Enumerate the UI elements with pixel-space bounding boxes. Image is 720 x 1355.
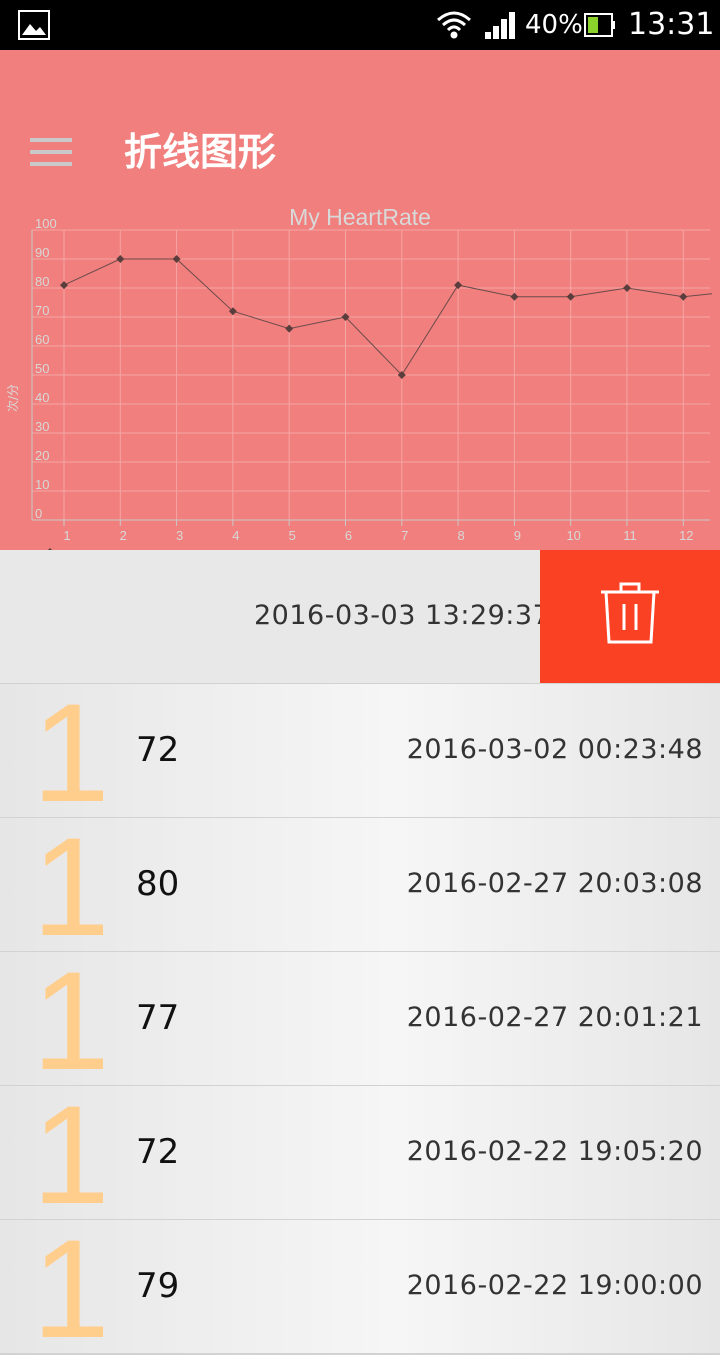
y-tick-label: 60 <box>35 332 49 347</box>
y-tick-label: 90 <box>35 245 49 260</box>
data-point <box>566 292 575 301</box>
data-point <box>454 281 463 290</box>
data-point <box>116 255 125 263</box>
y-tick-label: 50 <box>35 361 49 376</box>
battery-icon <box>584 13 615 37</box>
y-tick-label: 10 <box>35 477 49 492</box>
record-row[interactable]: 1 80 2016-02-27 20:03:08 <box>0 818 720 953</box>
x-tick-label: 5 <box>289 528 296 543</box>
hamburger-menu-icon[interactable] <box>30 138 72 166</box>
x-tick-label: 12 <box>679 528 693 543</box>
record-time: 2016-02-22 19:05:20 <box>406 1136 703 1167</box>
x-tick-label: 2 <box>120 528 127 543</box>
heart-rate-value: 77 <box>136 998 180 1038</box>
clock: 13:31 <box>628 7 715 42</box>
chart-y-axis-label: 次/分 <box>6 384 20 412</box>
x-tick-label: 9 <box>514 528 521 543</box>
delete-button[interactable] <box>540 550 720 683</box>
record-time: 2016-02-27 20:01:21 <box>406 1002 703 1033</box>
image-notification-icon <box>18 10 50 40</box>
y-tick-label: 100 <box>35 216 57 231</box>
x-tick-label: 10 <box>566 528 580 543</box>
data-point <box>60 281 68 290</box>
record-index-digit: 1 <box>32 684 110 819</box>
record-row[interactable]: 1 77 2016-02-27 20:01:21 <box>0 952 720 1087</box>
y-tick-label: 0 <box>35 506 42 521</box>
heart-rate-value: 79 <box>136 1266 180 1306</box>
data-point <box>172 255 181 263</box>
y-tick-label: 40 <box>35 390 49 405</box>
record-row[interactable]: 1 72 2016-03-02 00:23:48 <box>0 684 720 819</box>
status-bar: 40% 13:31 <box>0 0 720 50</box>
record-time: 2016-03-03 13:29:37 <box>254 600 551 631</box>
battery-percent: 40% <box>525 10 583 40</box>
record-time: 2016-02-27 20:03:08 <box>406 868 703 899</box>
trash-icon <box>601 582 659 644</box>
x-tick-label: 4 <box>232 528 239 543</box>
data-point <box>623 284 631 292</box>
signal-icon <box>485 12 515 39</box>
record-row[interactable]: 1 72 2016-02-22 19:05:20 <box>0 1086 720 1221</box>
data-point <box>228 307 237 316</box>
record-index-digit: 1 <box>32 1086 110 1221</box>
record-index-digit: 1 <box>32 818 110 953</box>
data-point <box>679 292 688 301</box>
page-title: 折线图形 <box>124 130 277 174</box>
heart-rate-chart: My HeartRate 次/分 0 10 20 30 40 50 60 70 80 90 100 1… <box>6 204 713 556</box>
heart-rate-value: 72 <box>136 1132 180 1172</box>
record-index-digit: 1 <box>32 952 110 1087</box>
data-point <box>285 324 294 333</box>
heart-rate-value: 80 <box>136 864 180 904</box>
x-tick-label: 1 <box>63 528 70 543</box>
record-time: 2016-03-02 00:23:48 <box>406 734 703 765</box>
record-time: 2016-02-22 19:00:00 <box>406 1270 703 1301</box>
chart-title: My HeartRate <box>289 204 431 230</box>
x-tick-label: 7 <box>401 528 408 543</box>
data-point <box>397 371 406 379</box>
x-tick-label: 11 <box>623 528 637 543</box>
x-tick-label: 8 <box>457 528 464 543</box>
y-tick-label: 80 <box>35 274 49 289</box>
y-tick-label: 30 <box>35 419 49 434</box>
y-tick-label: 20 <box>35 448 49 463</box>
data-point <box>341 313 350 321</box>
data-point <box>510 292 519 301</box>
swiped-record-row[interactable]: 2016-03-03 13:29:37 <box>0 550 720 685</box>
x-tick-label: 6 <box>345 528 352 543</box>
record-index-digit: 1 <box>32 1220 110 1355</box>
app-header: 折线图形 My HeartRate 次/分 0 10 20 30 40 50 60 70 80 9… <box>0 50 720 556</box>
record-row[interactable]: 1 79 2016-02-22 19:00:00 <box>0 1220 720 1355</box>
heart-rate-value: 72 <box>136 730 180 770</box>
x-tick-label: 3 <box>176 528 183 543</box>
y-tick-label: 70 <box>35 303 49 318</box>
wifi-icon <box>437 11 471 39</box>
